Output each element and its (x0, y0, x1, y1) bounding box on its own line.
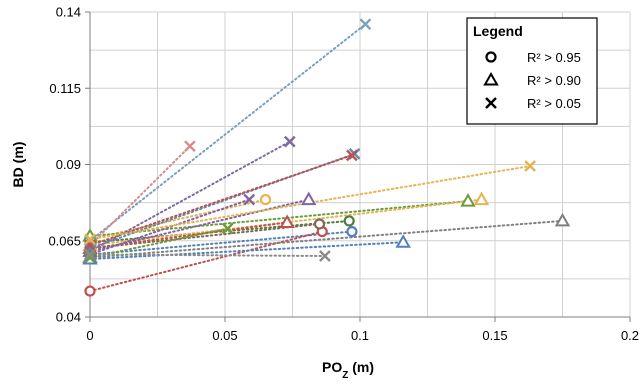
x-tick-label: 0 (86, 328, 93, 343)
y-tick-label: 0.115 (49, 81, 81, 96)
data-point-x (319, 250, 331, 262)
trend-line (89, 165, 532, 241)
data-point-triangle (395, 234, 411, 248)
trend-line (89, 219, 564, 259)
series-12 (89, 23, 367, 242)
trend-line (89, 198, 310, 253)
data-point-x (283, 135, 296, 148)
series-8 (89, 241, 405, 261)
y-tick-label: 0.09 (56, 157, 81, 172)
data-point-triangle (554, 212, 571, 227)
trend-line (89, 198, 267, 241)
data-point-triangle (460, 193, 476, 207)
trend-line (89, 200, 469, 238)
x-tick-label: 0.1 (351, 328, 369, 343)
y-tick-label: 0.065 (48, 233, 81, 248)
data-point-x (84, 251, 96, 264)
data-point-circle (84, 285, 96, 297)
trend-line (89, 253, 326, 257)
x-tick-label: 0.05 (212, 328, 237, 343)
y-tick-label: 0.14 (56, 5, 81, 20)
legend: Legend R² > 0.95 R² > 0.90 R² > 0.05 (466, 17, 598, 125)
series-13 (89, 145, 191, 247)
trend-line (89, 222, 321, 250)
legend-title: Legend (473, 23, 523, 39)
y-axis-title: BD (m) (10, 142, 26, 188)
series-7 (89, 200, 469, 238)
series-19 (89, 227, 229, 259)
data-point-x (184, 140, 196, 153)
series-1 (89, 230, 353, 256)
series-6 (89, 219, 564, 259)
legend-label: R² > 0.90 (527, 73, 581, 88)
trend-line (89, 198, 251, 256)
data-point-circle (259, 193, 272, 206)
series-18 (89, 165, 532, 241)
y-tick-label: 0.04 (56, 310, 81, 325)
legend-label: R² > 0.05 (527, 96, 581, 111)
data-point-x (84, 233, 96, 246)
x-axis-title: POZ (m) (322, 359, 374, 381)
trend-line (89, 227, 229, 259)
data-point-triangle (279, 214, 295, 228)
series-20 (89, 253, 326, 257)
data-point-x (359, 18, 372, 31)
data-point-x (524, 160, 536, 172)
legend-marker-circle (485, 51, 497, 63)
data-point-x (84, 248, 96, 261)
series-17 (89, 198, 251, 256)
trend-line (89, 230, 353, 256)
x-tick-label: 0.2 (621, 328, 639, 343)
series-5 (89, 198, 267, 241)
trend-line (89, 230, 324, 293)
data-point-circle (343, 215, 355, 227)
trend-line (89, 145, 191, 247)
series-3 (89, 230, 324, 293)
trend-line (89, 154, 353, 247)
data-point-circle (346, 226, 358, 238)
data-point-x (346, 149, 358, 162)
series-4 (89, 222, 321, 250)
legend-marker-x (485, 97, 497, 109)
data-point-x (243, 193, 256, 206)
trend-line (89, 23, 367, 242)
x-tick-label: 0.15 (482, 328, 507, 343)
series-11 (89, 198, 310, 253)
series-16 (89, 154, 353, 247)
data-point-x (221, 222, 234, 235)
data-point-triangle (473, 191, 490, 206)
data-point-triangle (300, 191, 317, 206)
series-layer (82, 18, 571, 297)
legend-marker-triangle (483, 71, 499, 86)
trend-line (89, 241, 405, 261)
legend-label: R² > 0.95 (527, 50, 581, 65)
data-point-circle (313, 218, 326, 230)
